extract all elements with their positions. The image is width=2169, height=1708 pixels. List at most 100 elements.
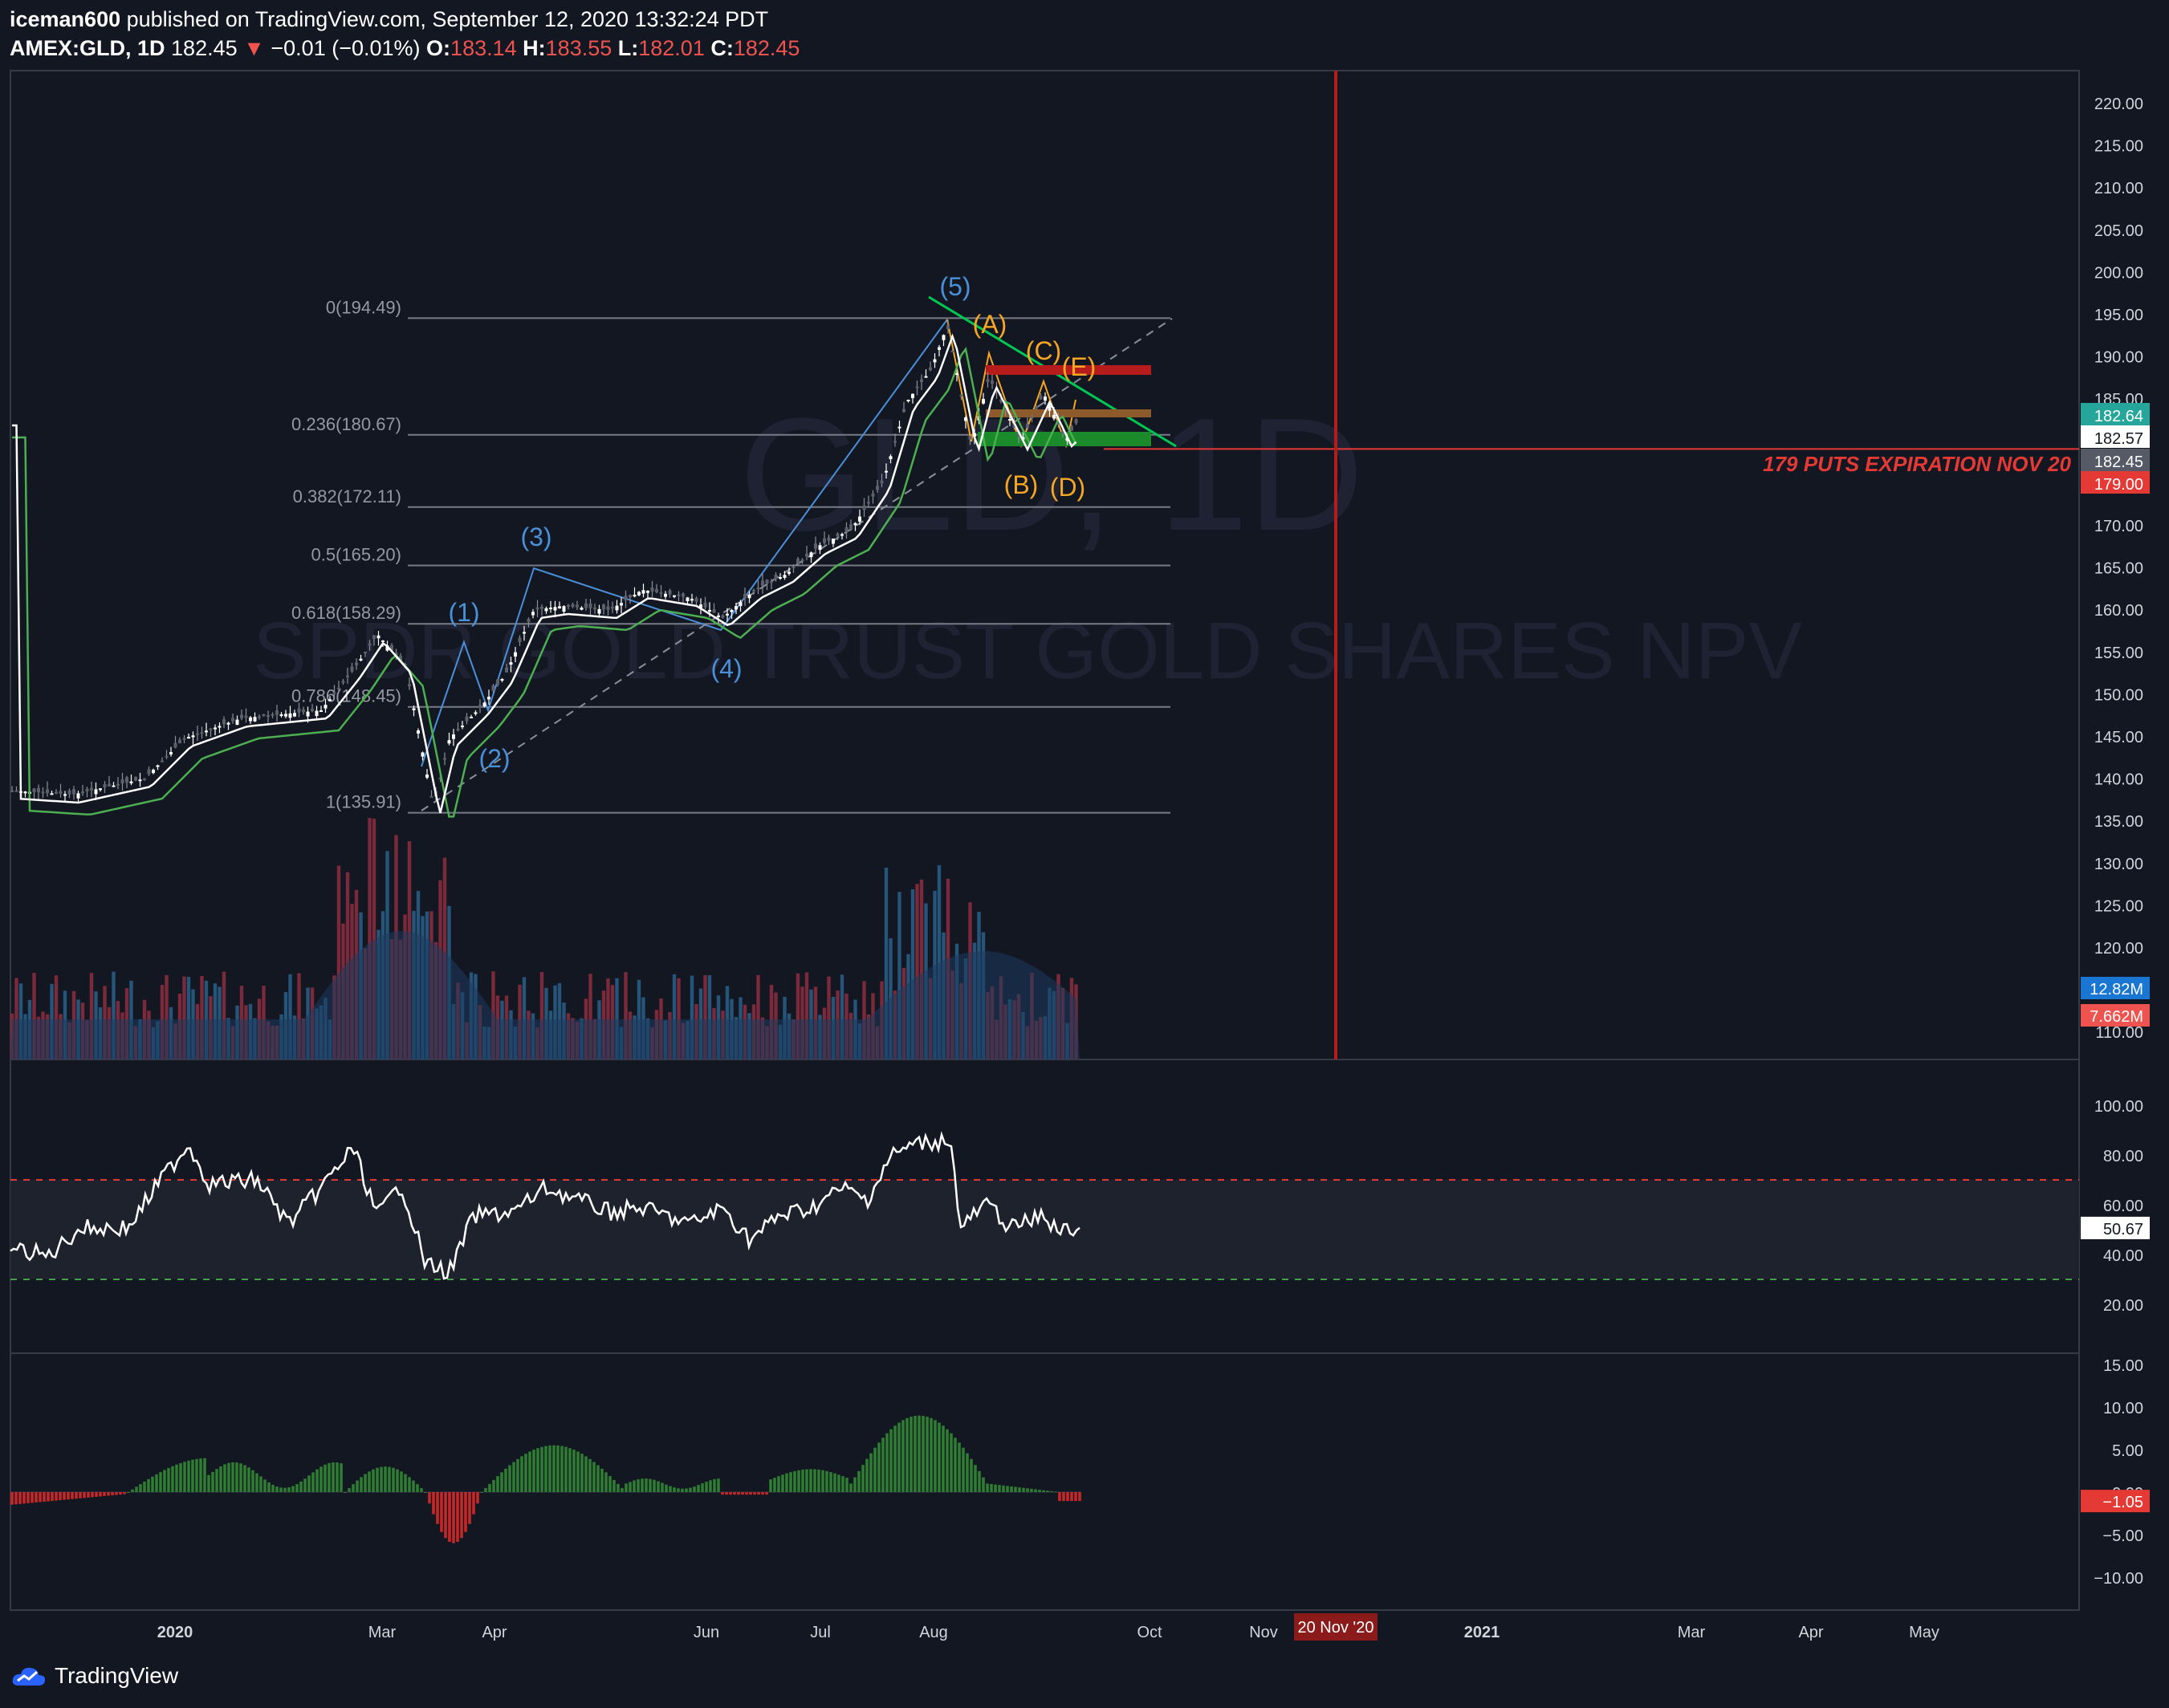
resistance-zone[interactable] xyxy=(986,365,1151,375)
macd-bar xyxy=(797,1470,800,1492)
macd-bar xyxy=(492,1479,495,1492)
volume-bar xyxy=(677,978,681,1059)
candle-body xyxy=(694,598,698,602)
candle-body xyxy=(205,730,208,733)
volume-badge xyxy=(2081,1004,2150,1027)
macd-bar xyxy=(721,1492,724,1495)
candle-body xyxy=(23,791,27,794)
candle-body xyxy=(443,758,446,760)
volume-bar xyxy=(827,976,831,1059)
macd-bar xyxy=(845,1478,848,1492)
macd-bar xyxy=(456,1492,459,1543)
candle-body xyxy=(646,591,649,593)
macd-bar xyxy=(344,1492,347,1493)
wave-label: (B) xyxy=(1004,470,1039,499)
candle-body xyxy=(55,791,58,794)
tradingview-brand[interactable]: TradingView xyxy=(11,1663,178,1689)
price-tick-label: 200.00 xyxy=(2094,264,2143,282)
macd-bar xyxy=(637,1479,640,1492)
wave-label: (3) xyxy=(520,523,551,551)
fib-trend-dashed[interactable] xyxy=(421,318,1173,811)
fib-level-label: 1(135.91) xyxy=(326,792,401,812)
candle-body xyxy=(169,752,173,755)
macd-bar xyxy=(966,1453,969,1492)
macd-bar xyxy=(773,1478,776,1492)
candle-body xyxy=(765,579,769,584)
elliott-impulse-path[interactable] xyxy=(421,319,948,767)
macd-badge-label: −1.05 xyxy=(2102,1494,2143,1511)
volume-bar xyxy=(222,971,226,1059)
macd-bar xyxy=(143,1481,146,1492)
macd-bar xyxy=(749,1492,752,1495)
candle-body xyxy=(602,604,605,610)
fib-level-label: 0.382(172.11) xyxy=(293,486,401,506)
candle-body xyxy=(796,559,800,564)
candle-body xyxy=(567,604,570,607)
volume-bar xyxy=(297,973,301,1059)
macd-bar xyxy=(460,1492,463,1539)
candle-body xyxy=(1021,437,1025,440)
macd-bar xyxy=(1018,1487,1021,1492)
candle-body xyxy=(571,604,575,608)
macd-bar xyxy=(861,1465,865,1492)
macd-bar xyxy=(709,1480,712,1492)
price-axis[interactable]: 220.00 215.00 210.00 205.00 200.00 195.00 190.… xyxy=(2081,96,2150,1588)
fibonacci-retracement[interactable]: 0(194.49) 0.236(180.67) 0.382(172.11) 0.5(1… xyxy=(291,297,1170,814)
volume-bar xyxy=(624,972,628,1059)
price-tick-label: 170.00 xyxy=(2094,518,2143,535)
down-arrow-icon: ▼ xyxy=(243,36,265,61)
rsi-tick-label: 80.00 xyxy=(2103,1148,2143,1165)
mid-zone[interactable] xyxy=(986,409,1151,417)
wave-label: (4) xyxy=(710,654,742,683)
time-axis[interactable]: 2020 Mar Apr Jun Jul Aug Oct Nov 2021 Mar Apr May 20… xyxy=(157,1613,1939,1641)
macd-bar xyxy=(488,1483,491,1492)
publisher-name[interactable]: iceman600 xyxy=(10,7,121,31)
support-zone[interactable] xyxy=(978,432,1151,446)
macd-bar xyxy=(974,1465,977,1492)
candle-body xyxy=(699,604,702,608)
volume-bar xyxy=(910,889,915,1059)
symbol-label[interactable]: AMEX:GLD, 1D xyxy=(10,36,165,61)
candle-body xyxy=(1026,424,1029,428)
candle-body xyxy=(116,783,120,786)
volume-bar xyxy=(915,884,919,1059)
macd-bar xyxy=(1022,1487,1025,1492)
macd-bar xyxy=(251,1470,254,1492)
macd-bar xyxy=(135,1486,138,1492)
candle-body xyxy=(827,537,831,541)
ohlc-line: AMEX:GLD, 1D 182.45 ▼ −0.01 (−0.01%) O:1… xyxy=(10,34,800,63)
price-badge xyxy=(2081,449,2150,471)
macd-bar xyxy=(283,1487,287,1492)
macd-bar xyxy=(380,1466,383,1492)
candle-body xyxy=(946,325,950,329)
macd-bar xyxy=(231,1462,234,1492)
macd-bar xyxy=(31,1492,34,1503)
candle-body xyxy=(324,705,328,709)
macd-bar xyxy=(428,1492,431,1504)
candle-body xyxy=(1061,431,1064,433)
candle-body xyxy=(620,603,623,606)
volume-bar xyxy=(54,975,59,1059)
macd-bar xyxy=(994,1484,997,1492)
candle-body xyxy=(747,594,751,599)
price-tick-label: 205.00 xyxy=(2094,222,2143,240)
candle-body xyxy=(1035,406,1038,409)
macd-bar xyxy=(745,1492,748,1495)
macd-tick-label: −5.00 xyxy=(2102,1527,2143,1545)
candle-body xyxy=(558,606,561,609)
macd-bar xyxy=(239,1463,242,1492)
volume-badge-label: 7.662M xyxy=(2090,1008,2143,1026)
macd-bar xyxy=(1054,1491,1057,1493)
candle-body xyxy=(849,524,853,530)
candle-body xyxy=(540,606,543,609)
macd-bar xyxy=(1046,1490,1049,1492)
macd-bar xyxy=(661,1482,664,1492)
candle-body xyxy=(1039,396,1043,400)
macd-bar xyxy=(893,1425,897,1492)
macd-bar xyxy=(400,1471,403,1492)
candle-body xyxy=(805,553,808,557)
candles[interactable] xyxy=(10,320,1078,803)
candle-body xyxy=(429,795,433,798)
candle-body xyxy=(147,769,151,775)
